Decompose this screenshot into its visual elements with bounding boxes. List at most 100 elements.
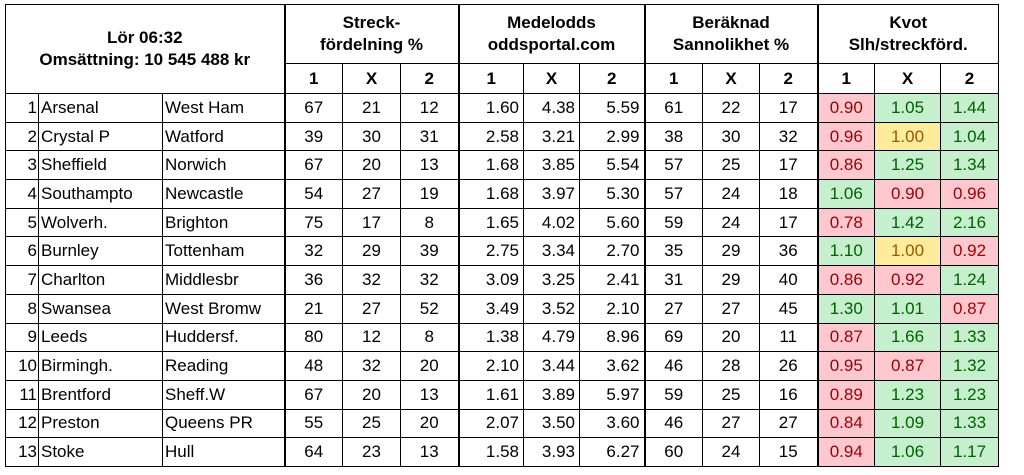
odds-value: 4.02 bbox=[523, 207, 580, 238]
odds-value: 4.38 bbox=[523, 93, 580, 123]
probability-value: 30 bbox=[702, 121, 760, 152]
streck-value: 31 bbox=[400, 121, 460, 152]
away-team: Reading bbox=[162, 351, 286, 381]
ratio-value: 0.96 bbox=[940, 179, 999, 209]
home-team: Arsenal bbox=[38, 93, 163, 123]
streck-value: 39 bbox=[400, 236, 460, 267]
home-team: Crystal P bbox=[38, 121, 163, 152]
ratio-value: 0.87 bbox=[874, 351, 941, 381]
match-number: 9 bbox=[5, 322, 39, 353]
ratio-value: 0.90 bbox=[817, 93, 875, 123]
streck-value: 80 bbox=[284, 322, 343, 353]
streck-value: 13 bbox=[400, 437, 460, 467]
ratio-value: 1.23 bbox=[940, 379, 999, 410]
header-group-ratio: Kvot Slh/streckförd. bbox=[817, 4, 999, 64]
odds-value: 3.09 bbox=[458, 265, 524, 295]
streck-value: 36 bbox=[284, 265, 343, 295]
probability-value: 60 bbox=[644, 437, 703, 467]
streck-value: 21 bbox=[284, 293, 343, 324]
probability-value: 46 bbox=[644, 351, 703, 381]
subheader-outcome: 1 bbox=[644, 63, 703, 94]
probability-value: 20 bbox=[702, 322, 760, 353]
odds-value: 2.07 bbox=[458, 408, 524, 439]
subheader-outcome: X bbox=[342, 63, 401, 94]
away-team: West Ham bbox=[162, 93, 286, 123]
odds-table: Lör 06:32 Omsättning: 10 545 488 kr Stre… bbox=[5, 4, 999, 467]
probability-value: 35 bbox=[644, 236, 703, 267]
odds-value: 2.75 bbox=[458, 236, 524, 267]
probability-value: 31 bbox=[644, 265, 703, 295]
odds-value: 1.38 bbox=[458, 322, 524, 353]
match-number: 3 bbox=[5, 150, 39, 181]
ratio-value: 1.09 bbox=[874, 408, 941, 439]
ratio-value: 0.86 bbox=[817, 265, 875, 295]
ratio-value: 0.94 bbox=[817, 437, 875, 467]
probability-value: 24 bbox=[702, 207, 760, 238]
match-number: 5 bbox=[5, 207, 39, 238]
header-group-line1: Beräknad bbox=[692, 13, 770, 32]
ratio-value: 0.89 bbox=[817, 379, 875, 410]
odds-value: 1.68 bbox=[458, 150, 524, 181]
odds-value: 5.59 bbox=[579, 93, 646, 123]
table-row: 9 Leeds Huddersf. 80 12 8 1.38 4.79 8.96 69 20 11 0.… bbox=[5, 322, 999, 353]
probability-value: 27 bbox=[702, 293, 760, 324]
streck-value: 21 bbox=[342, 93, 401, 123]
streck-value: 32 bbox=[342, 351, 401, 381]
match-number: 10 bbox=[5, 351, 39, 381]
probability-value: 59 bbox=[644, 379, 703, 410]
away-team: Brighton bbox=[162, 207, 286, 238]
odds-value: 3.97 bbox=[523, 179, 580, 209]
probability-value: 57 bbox=[644, 150, 703, 181]
away-team: Tottenham bbox=[162, 236, 286, 267]
away-team: Middlesbr bbox=[162, 265, 286, 295]
ratio-value: 1.33 bbox=[940, 408, 999, 439]
ratio-value: 1.06 bbox=[874, 437, 941, 467]
ratio-value: 1.33 bbox=[940, 322, 999, 353]
home-team: Swansea bbox=[38, 293, 163, 324]
ratio-value: 1.66 bbox=[874, 322, 941, 353]
streck-value: 27 bbox=[342, 179, 401, 209]
ratio-value: 1.04 bbox=[940, 121, 999, 152]
odds-value: 3.21 bbox=[523, 121, 580, 152]
ratio-value: 0.87 bbox=[940, 293, 999, 324]
home-team: Charlton bbox=[38, 265, 163, 295]
streck-value: 20 bbox=[342, 150, 401, 181]
streck-value: 54 bbox=[284, 179, 343, 209]
probability-value: 17 bbox=[759, 207, 819, 238]
table-row: 5 Wolverh. Brighton 75 17 8 1.65 4.02 5.60 59 24 17… bbox=[5, 207, 999, 238]
table-row: 3 Sheffield Norwich 67 20 13 1.68 3.85 5.54 57 25 1… bbox=[5, 150, 999, 181]
ratio-value: 1.10 bbox=[817, 236, 875, 267]
header-info: Lör 06:32 Omsättning: 10 545 488 kr bbox=[5, 4, 286, 94]
probability-value: 27 bbox=[702, 408, 760, 439]
table-row: 1 Arsenal West Ham 67 21 12 1.60 4.38 5.59 61 22 17… bbox=[5, 93, 999, 123]
streck-value: 20 bbox=[400, 351, 460, 381]
streck-value: 13 bbox=[400, 379, 460, 410]
streck-value: 17 bbox=[342, 207, 401, 238]
subheader-outcome: 2 bbox=[940, 63, 999, 94]
probability-value: 16 bbox=[759, 379, 819, 410]
table-row: 13 Stoke Hull 64 23 13 1.58 3.93 6.27 60 24 15 0.94 1… bbox=[5, 437, 999, 467]
away-team: Newcastle bbox=[162, 179, 286, 209]
streck-value: 19 bbox=[400, 179, 460, 209]
match-number: 11 bbox=[5, 379, 39, 410]
streck-value: 67 bbox=[284, 93, 343, 123]
home-team: Brentford bbox=[38, 379, 163, 410]
table-row: 12 Preston Queens PR 55 25 20 2.07 3.50 3.60 46 27… bbox=[5, 408, 999, 439]
streck-value: 32 bbox=[342, 265, 401, 295]
odds-value: 4.79 bbox=[523, 322, 580, 353]
ratio-value: 1.01 bbox=[874, 293, 941, 324]
header-group-streck: Streck- fördelning % bbox=[284, 4, 460, 64]
table-body: 1 Arsenal West Ham 67 21 12 1.60 4.38 5.59 61 22 17… bbox=[5, 93, 999, 467]
streck-value: 55 bbox=[284, 408, 343, 439]
streck-value: 39 bbox=[284, 121, 343, 152]
subheader-outcome: 2 bbox=[579, 63, 646, 94]
odds-value: 8.96 bbox=[579, 322, 646, 353]
odds-value: 3.34 bbox=[523, 236, 580, 267]
match-number: 13 bbox=[5, 437, 39, 467]
match-number: 12 bbox=[5, 408, 39, 439]
ratio-value: 1.24 bbox=[940, 265, 999, 295]
odds-value: 2.58 bbox=[458, 121, 524, 152]
table-row: 6 Burnley Tottenham 32 29 39 2.75 3.34 2.70 35 29 3… bbox=[5, 236, 999, 267]
subheader-outcome: 1 bbox=[284, 63, 343, 94]
